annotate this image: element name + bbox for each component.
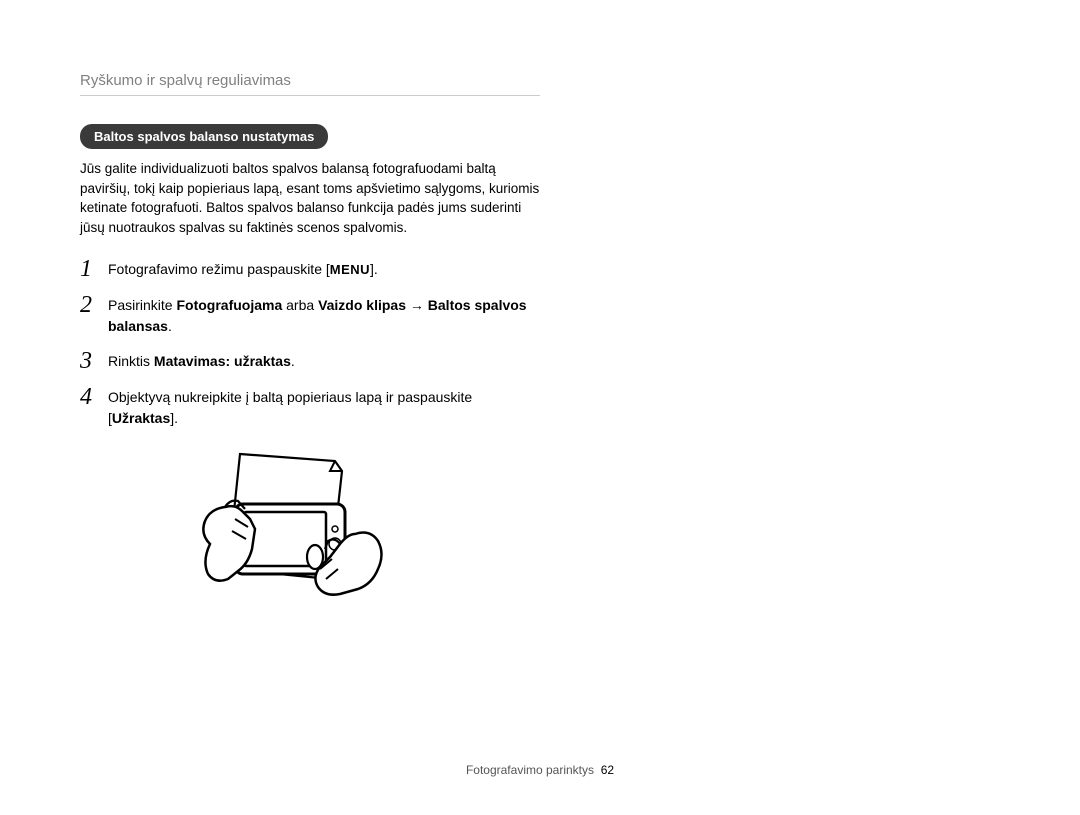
text-run: . xyxy=(291,353,295,369)
text-run: . xyxy=(168,318,172,334)
text-run: Fotografavimo režimu paspauskite [ xyxy=(108,261,330,277)
text-run: ]. xyxy=(370,261,378,277)
camera-illustration xyxy=(180,449,540,644)
step-3: 3 Rinktis Matavimas: užraktas. xyxy=(80,351,540,373)
step-1: 1 Fotografavimo režimu paspauskite [MENU… xyxy=(80,259,540,281)
page-header-title: Ryškumo ir spalvų reguliavimas xyxy=(80,72,540,89)
bold-run: Fotografuojama xyxy=(176,297,282,313)
page-footer: Fotografavimo parinktys 62 xyxy=(0,763,1080,777)
section-pill: Baltos spalvos balanso nustatymas xyxy=(80,124,328,149)
bold-run: Matavimas: užraktas xyxy=(154,353,291,369)
page-content: Ryškumo ir spalvų reguliavimas Baltos sp… xyxy=(0,0,620,684)
text-run: arba xyxy=(282,297,318,313)
step-text: Pasirinkite Fotografuojama arba Vaizdo k… xyxy=(108,295,540,337)
step-number: 3 xyxy=(80,349,108,373)
intro-paragraph: Jūs galite individualizuoti baltos spalv… xyxy=(80,159,540,237)
text-run: Rinktis xyxy=(108,353,154,369)
step-2: 2 Pasirinkite Fotografuojama arba Vaizdo… xyxy=(80,295,540,337)
text-run: Pasirinkite xyxy=(108,297,176,313)
text-run: ]. xyxy=(170,410,178,426)
step-text: Rinktis Matavimas: užraktas. xyxy=(108,351,295,372)
menu-label: MENU xyxy=(330,262,370,277)
step-number: 4 xyxy=(80,385,108,409)
step-text: Fotografavimo režimu paspauskite [MENU]. xyxy=(108,259,378,280)
footer-label: Fotografavimo parinktys xyxy=(466,763,594,777)
bold-run: Užraktas xyxy=(112,410,170,426)
arrow: → xyxy=(406,297,428,313)
steps-list: 1 Fotografavimo režimu paspauskite [MENU… xyxy=(80,259,540,429)
footer-page-number: 62 xyxy=(601,763,614,777)
header-rule xyxy=(80,95,540,96)
step-number: 1 xyxy=(80,257,108,281)
camera-hands-icon xyxy=(180,449,390,639)
step-number: 2 xyxy=(80,293,108,317)
step-text: Objektyvą nukreipkite į baltą popieriaus… xyxy=(108,387,540,429)
step-4: 4 Objektyvą nukreipkite į baltą popieria… xyxy=(80,387,540,429)
bold-run: Vaizdo klipas xyxy=(318,297,406,313)
